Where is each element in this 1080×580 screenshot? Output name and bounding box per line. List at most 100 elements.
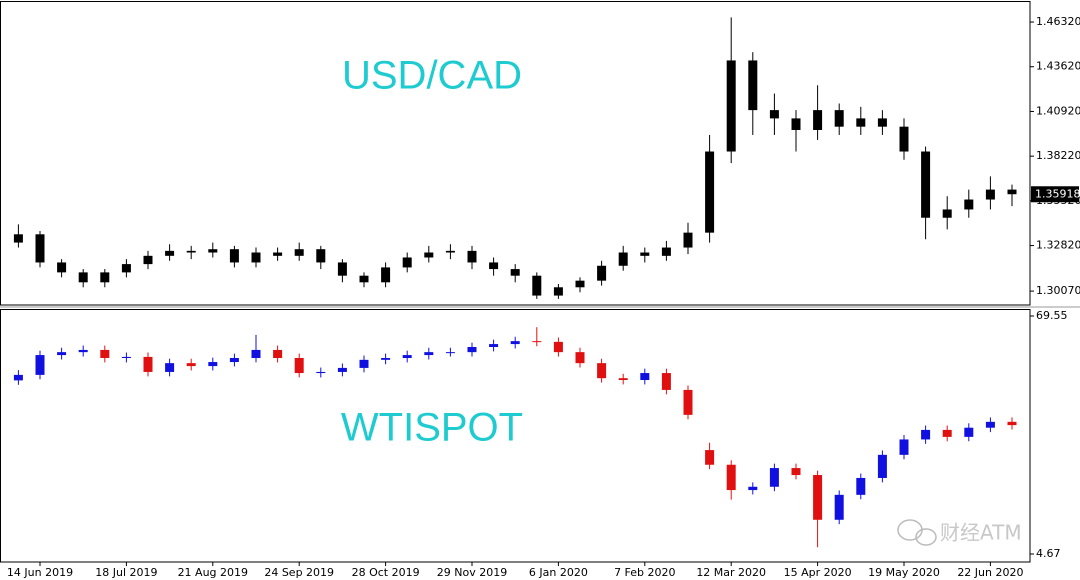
y-tick-label: 69.55 [1036, 309, 1068, 322]
candle-body [553, 341, 563, 353]
candle-body [1007, 189, 1017, 195]
candle-body [618, 252, 628, 266]
candle-body [273, 349, 283, 359]
candle-body [489, 344, 499, 348]
candle-body [921, 429, 931, 440]
candle-body [532, 341, 542, 343]
candle-body [381, 358, 391, 360]
candle-body [834, 494, 844, 520]
bottom-panel-frame [0, 309, 1031, 563]
y-tick-label: 1.43620 [1036, 60, 1080, 73]
candle-body [877, 454, 887, 478]
candle-body [35, 355, 45, 375]
x-tick-label: 14 Jun 2019 [7, 566, 73, 579]
price-label-box [1031, 186, 1079, 203]
candle-body [683, 232, 693, 248]
candle-body [143, 255, 153, 265]
candle-body [121, 356, 131, 359]
candle-body [165, 363, 175, 372]
candle-body [726, 464, 736, 491]
candle-body [705, 450, 715, 465]
candle-body [13, 374, 23, 381]
candle-body [834, 110, 844, 127]
x-tick-label: 19 May 2020 [868, 566, 940, 579]
y-tick-label: 1.32820 [1036, 239, 1080, 252]
candle-body [532, 275, 542, 296]
candle-body [143, 356, 153, 372]
price-label: 1.35918 [1035, 187, 1080, 200]
candle-body [445, 352, 455, 354]
candle-body [640, 252, 650, 256]
candle-body [748, 486, 758, 491]
candle-body [510, 269, 520, 276]
candle-body [186, 250, 196, 253]
candle-body [921, 151, 931, 218]
candle-body [186, 363, 196, 367]
watermark: 财经ATM [940, 521, 1022, 545]
candle-body [165, 250, 175, 256]
candle-body [100, 272, 110, 283]
candle-body [942, 209, 952, 218]
candle-body [640, 373, 650, 381]
candle-body [273, 252, 283, 256]
candle-body [769, 468, 779, 487]
y-tick-label: 4.67 [1036, 547, 1061, 560]
candle-body [769, 110, 779, 119]
candle-body [964, 199, 974, 210]
candle-body [575, 280, 585, 288]
x-tick-label: 7 Feb 2020 [614, 566, 675, 579]
candle-body [229, 358, 239, 363]
candle-body [337, 367, 347, 372]
candle-body [813, 110, 823, 130]
candle-body [229, 249, 239, 263]
candle-body [575, 352, 585, 364]
candle-body [121, 264, 131, 273]
candle-body [964, 427, 974, 437]
candle-body [294, 249, 304, 256]
candle-body [813, 475, 823, 520]
x-tick-label: 15 Apr 2020 [784, 566, 852, 579]
candle-body [791, 468, 801, 476]
y-tick-label: 1.30070 [1036, 284, 1080, 297]
candle-body [424, 252, 434, 258]
candle-body [661, 247, 671, 256]
candle-body [57, 262, 67, 273]
candle-body [78, 349, 88, 353]
x-tick-label: 12 Mar 2020 [696, 566, 766, 579]
candle-body [57, 352, 67, 356]
candle-body [316, 249, 326, 263]
candle-body [489, 262, 499, 270]
panel-title: WTISPOT [341, 406, 523, 450]
y-tick-label: 1.40920 [1036, 104, 1080, 117]
candle-body [445, 250, 455, 253]
watermark-icon [897, 519, 937, 546]
candle-body [1007, 421, 1017, 426]
candle-body [402, 355, 412, 359]
candle-body [942, 429, 952, 437]
x-tick-label: 28 Oct 2019 [352, 566, 420, 579]
candle-body [208, 249, 218, 253]
candle-body [661, 373, 671, 390]
candle-body [467, 347, 477, 353]
candle-body [294, 358, 304, 374]
candle-body [683, 389, 693, 415]
candle-body [877, 118, 887, 127]
candle-body [597, 363, 607, 379]
top-panel-frame [0, 1, 1031, 306]
candle-body [208, 362, 218, 367]
panel-title: USD/CAD [342, 54, 522, 98]
y-tick-label: 1.38220 [1036, 149, 1080, 162]
candle-body [359, 359, 369, 368]
candle-body [597, 265, 607, 281]
candle-body [748, 60, 758, 111]
candle-body [856, 477, 866, 495]
candle-body [359, 275, 369, 283]
x-tick-label: 6 Jan 2020 [529, 566, 588, 579]
candle-body [985, 421, 995, 428]
candle-body [985, 189, 995, 200]
candle-body [251, 349, 261, 359]
candle-body [467, 250, 477, 263]
x-tick-label: 22 Jun 2020 [957, 566, 1023, 579]
candle-body [316, 371, 326, 374]
